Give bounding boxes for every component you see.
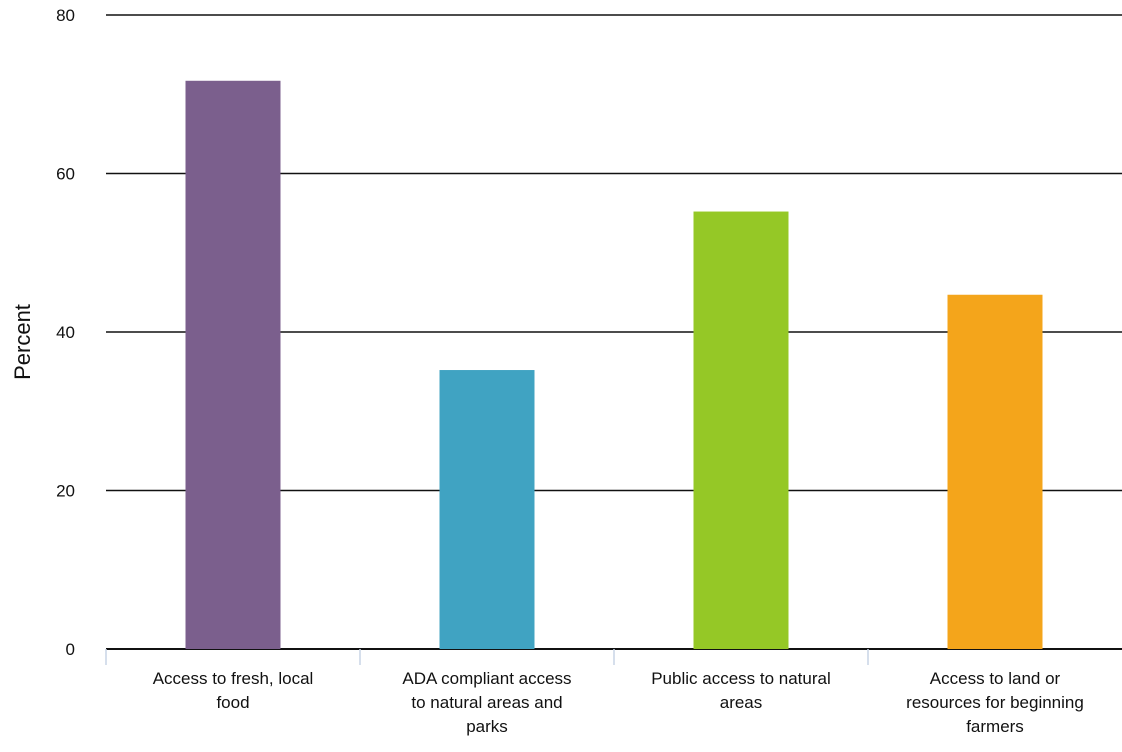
y-tick-label-80: 80 xyxy=(56,6,75,25)
y-tick-label-0: 0 xyxy=(66,640,75,659)
x-axis-separators xyxy=(105,649,869,665)
y-tick-label-20: 20 xyxy=(56,482,75,501)
y-tick-label-40: 40 xyxy=(56,323,75,342)
y-axis-ticks: 0 20 40 60 80 xyxy=(56,6,75,659)
x-category-label-4: Access to land or resources for beginning… xyxy=(906,669,1084,736)
x-category-label-2: ADA compliant access to natural areas and… xyxy=(402,669,571,736)
x-axis-labels: Access to fresh, local food ADA compliant … xyxy=(153,669,1084,736)
x-category-label-3: Public access to natural areas xyxy=(651,669,831,712)
y-axis-title: Percent xyxy=(10,304,35,380)
y-tick-label-60: 60 xyxy=(56,165,75,184)
bars xyxy=(185,80,1043,650)
bar-4 xyxy=(947,294,1043,649)
bar-2 xyxy=(439,370,535,649)
bar-1 xyxy=(185,80,281,650)
bar-3 xyxy=(693,211,789,650)
x-category-label-1: Access to fresh, local food xyxy=(153,669,314,712)
